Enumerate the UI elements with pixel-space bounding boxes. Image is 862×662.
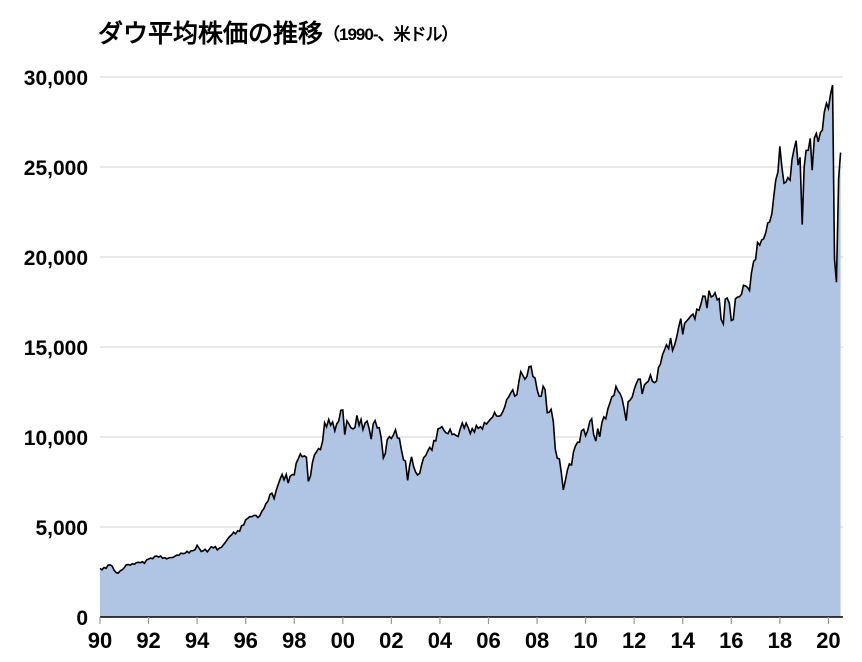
x-axis-tick-label: 14	[671, 628, 696, 653]
x-axis-tick-label: 20	[816, 628, 840, 653]
x-axis-tick-label: 94	[185, 628, 210, 653]
y-axis-tick-label: 10,000	[24, 427, 88, 450]
y-axis-tick-label: 0	[76, 607, 88, 630]
x-axis-tick-label: 12	[622, 628, 646, 653]
x-axis-ticks-group	[99, 617, 830, 624]
chart-title-main: ダウ平均株価の推移	[98, 20, 324, 48]
y-axis-tick-label: 20,000	[24, 247, 88, 270]
x-axis-tick-label: 96	[233, 628, 257, 653]
y-axis-tick-labels-group: 0 5,000 10,000 15,000 20,000 25,000 30,000	[24, 67, 88, 630]
series-area-group	[99, 84, 842, 618]
x-axis-tick-label: 08	[525, 628, 549, 653]
y-axis-tick-label: 5,000	[35, 517, 88, 540]
axis-lines-group	[100, 616, 843, 618]
y-axis-tick-label: 25,000	[24, 157, 88, 180]
x-axis-tick-label: 18	[768, 628, 792, 653]
x-axis-tick-label: 04	[428, 628, 453, 653]
x-axis-tick-label: 06	[476, 628, 500, 653]
y-axis-tick-label: 15,000	[24, 337, 88, 360]
x-axis-tick-label: 16	[719, 628, 743, 653]
x-axis-tick-label: 00	[331, 628, 355, 653]
x-axis-tick-labels-group: 90 92 94 96 98 00 02 04 06 08 10 12 14 16 18 20	[88, 628, 841, 653]
x-axis-tick-label: 90	[88, 628, 112, 653]
x-axis-tick-label: 02	[379, 628, 403, 653]
x-axis-tick-label: 92	[136, 628, 160, 653]
x-axis-tick-label: 98	[282, 628, 306, 653]
series-line	[99, 84, 842, 574]
series-area-fill	[100, 85, 841, 618]
chart-title: ダウ平均株価の推移（1990-、米ドル）	[98, 14, 459, 50]
x-axis-tick-label: 10	[573, 628, 597, 653]
chart-title-subtitle: （1990-、米ドル）	[323, 25, 458, 44]
y-axis-tick-label: 30,000	[24, 67, 88, 90]
